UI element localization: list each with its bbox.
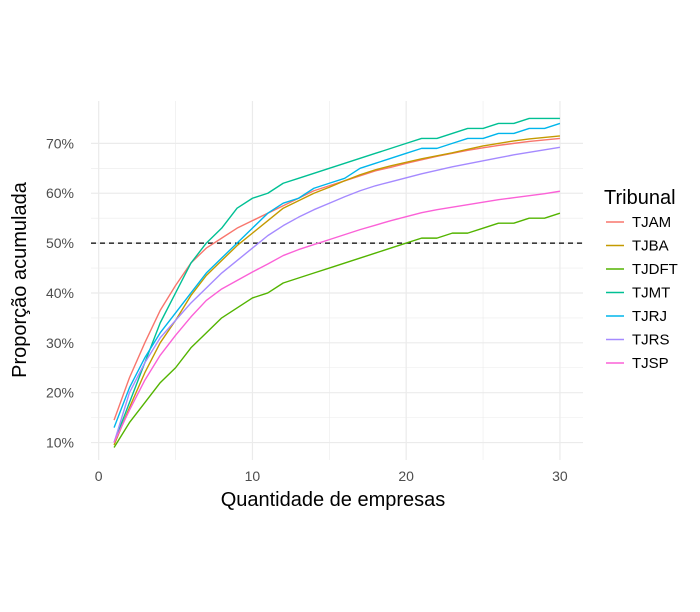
legend-item-tjmt: TJMT (606, 285, 670, 302)
x-tick-label: 10 (245, 468, 261, 484)
x-axis-ticks: 0 10 20 30 (95, 468, 568, 484)
x-tick-label: 20 (398, 468, 414, 484)
legend-item-tjdft: TJDFT (606, 261, 678, 278)
y-axis-title: Proporção acumulada (9, 181, 31, 378)
series-line-tjrj (113, 122, 561, 428)
legend-label: TJBA (632, 238, 669, 255)
legend-item-tjrs: TJRS (606, 332, 670, 349)
x-axis-title: Quantidade de empresas (221, 489, 446, 511)
y-tick-label: 60% (46, 185, 74, 201)
legend-label: TJRS (632, 332, 670, 349)
series-line-tjmt (113, 117, 560, 443)
y-tick-label: 10% (46, 435, 74, 451)
legend-label: TJAM (632, 214, 671, 231)
legend-items: TJAM TJBA TJDFT TJMT TJRJ TJRS TJSP (606, 214, 678, 372)
legend-label: TJMT (632, 285, 670, 302)
legend-label: TJDFT (632, 261, 678, 278)
legend-item-tjam: TJAM (606, 214, 671, 231)
legend: Tribunal TJAM TJBA TJDFT TJMT TJRJ TJRS TJSP (604, 187, 678, 372)
legend-title: Tribunal (604, 187, 676, 209)
legend-item-tjrj: TJRJ (606, 308, 667, 325)
legend-label: TJRJ (632, 308, 667, 325)
y-tick-label: 30% (46, 335, 74, 351)
legend-item-tjba: TJBA (606, 238, 669, 255)
y-tick-label: 20% (46, 385, 74, 401)
y-tick-label: 50% (46, 235, 74, 251)
series-line-tjsp (113, 190, 561, 443)
x-tick-label: 0 (95, 468, 103, 484)
x-tick-label: 30 (552, 468, 568, 484)
y-axis-ticks: 10% 20% 30% 40% 50% 60% 70% (46, 135, 74, 450)
y-tick-label: 40% (46, 285, 74, 301)
series-line-tjba (113, 135, 561, 446)
legend-label: TJSP (632, 355, 669, 372)
series-lines (113, 117, 561, 448)
y-tick-label: 70% (46, 135, 74, 151)
series-line-tjdft (113, 212, 561, 448)
series-line-tjrs (113, 146, 561, 443)
legend-item-tjsp: TJSP (606, 355, 669, 372)
